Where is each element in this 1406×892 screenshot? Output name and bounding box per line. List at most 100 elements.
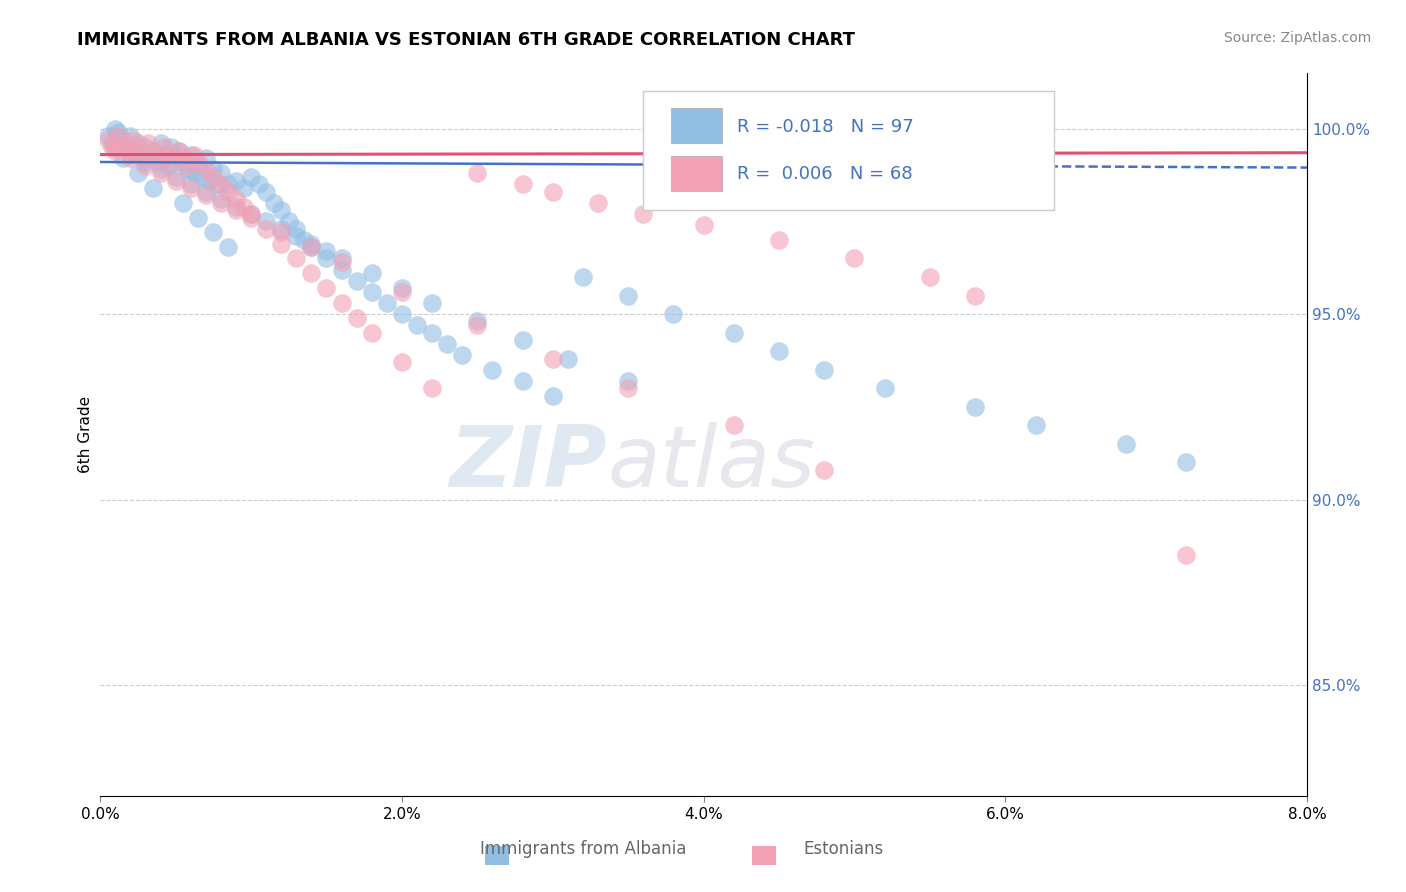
Point (965, 288, 987, 302)
Point (142, 181, 165, 195)
Point (277, 214, 299, 228)
Point (180, 181, 202, 195)
FancyBboxPatch shape (671, 109, 721, 143)
Point (918, 159, 941, 173)
Point (360, 285, 382, 299)
Point (194, 162, 217, 177)
Point (541, 351, 564, 366)
Point (391, 285, 413, 299)
Point (292, 233, 315, 247)
Point (165, 151, 187, 165)
Point (1115, 437, 1137, 451)
Point (104, 121, 127, 136)
FancyBboxPatch shape (671, 156, 721, 191)
Point (191, 169, 214, 184)
Point (152, 140, 174, 154)
Point (617, 381, 640, 395)
Point (101, 140, 124, 154)
Point (813, 463, 835, 477)
Point (134, 140, 156, 154)
Point (198, 173, 221, 187)
Point (330, 296, 353, 310)
Point (217, 178, 239, 192)
Point (225, 203, 247, 218)
Point (346, 274, 368, 288)
Point (131, 147, 153, 161)
Point (225, 192, 247, 206)
Point (122, 144, 145, 158)
Point (965, 400, 987, 414)
Point (187, 159, 209, 173)
Point (541, 389, 564, 403)
Point (692, 218, 714, 232)
Point (160, 140, 183, 154)
Point (180, 147, 202, 161)
Point (180, 178, 202, 192)
Point (225, 200, 247, 214)
Point (138, 151, 160, 165)
Point (217, 185, 239, 199)
Point (120, 129, 142, 144)
Point (232, 181, 254, 195)
Point (146, 151, 169, 165)
Point (225, 173, 247, 187)
Point (330, 252, 353, 266)
Point (572, 270, 595, 285)
Point (202, 169, 225, 184)
Point (209, 192, 232, 206)
Point (240, 169, 263, 184)
Point (330, 255, 353, 269)
Point (127, 140, 149, 154)
Point (420, 296, 443, 310)
Point (120, 151, 142, 165)
Point (202, 226, 225, 240)
Point (263, 195, 285, 210)
Point (360, 326, 382, 340)
Point (217, 240, 239, 254)
Point (177, 162, 200, 177)
Point (285, 229, 308, 244)
Point (142, 144, 165, 158)
Point (115, 140, 138, 154)
Point (152, 147, 174, 161)
Point (346, 310, 368, 325)
Y-axis label: 6th Grade: 6th Grade (79, 396, 93, 473)
Point (299, 236, 322, 251)
Point (617, 374, 640, 388)
Point (177, 159, 200, 173)
Point (209, 166, 232, 180)
Point (111, 133, 134, 147)
Point (162, 155, 184, 169)
Text: ZIP: ZIP (450, 422, 607, 505)
Text: R =  0.006   N = 68: R = 0.006 N = 68 (737, 165, 912, 183)
Point (1175, 548, 1198, 562)
Point (127, 136, 149, 151)
Point (194, 185, 217, 199)
Point (270, 203, 292, 218)
Point (209, 178, 232, 192)
Point (240, 207, 263, 221)
Point (617, 288, 640, 302)
Text: Immigrants from Albania: Immigrants from Albania (481, 840, 686, 858)
Point (149, 162, 172, 177)
Point (97, 129, 120, 144)
Point (541, 185, 564, 199)
Point (107, 125, 129, 139)
Point (172, 195, 194, 210)
Point (122, 133, 145, 147)
Point (97, 133, 120, 147)
Point (142, 144, 165, 158)
Point (134, 155, 156, 169)
Point (157, 159, 180, 173)
Point (467, 314, 489, 328)
Point (467, 166, 489, 180)
Point (254, 214, 277, 228)
Point (187, 155, 209, 169)
Point (391, 281, 413, 295)
Point (183, 166, 205, 180)
Point (299, 240, 322, 254)
Point (633, 207, 655, 221)
Point (183, 147, 205, 161)
Point (146, 155, 169, 169)
Point (375, 296, 398, 310)
